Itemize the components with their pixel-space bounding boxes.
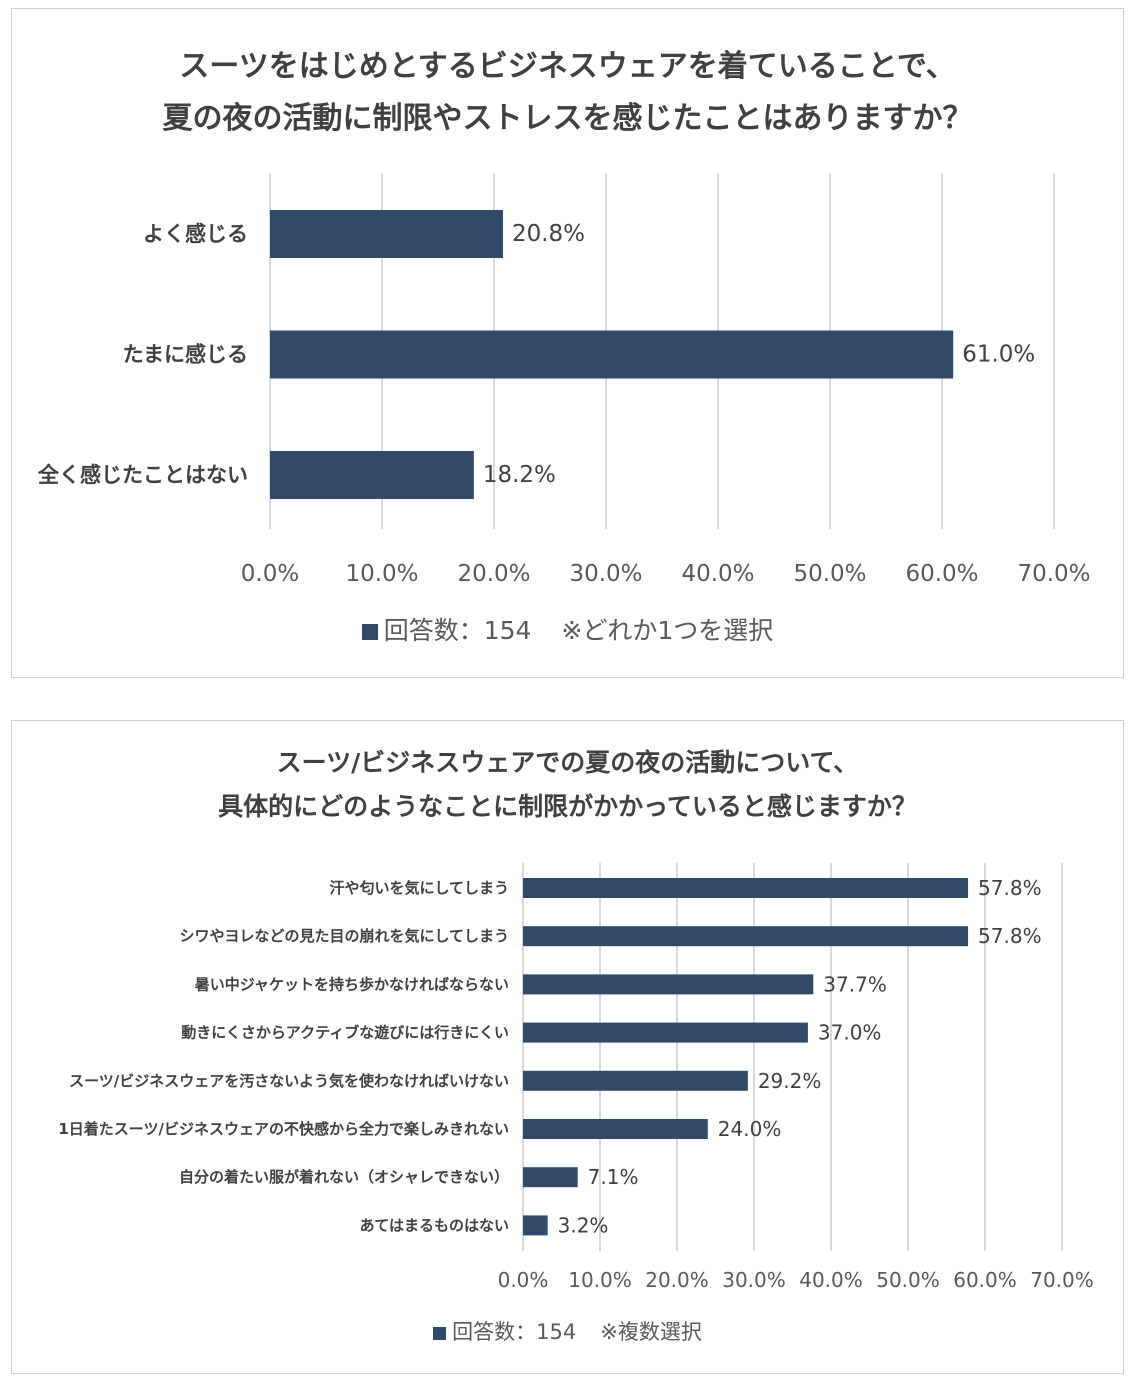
legend-swatch	[361, 624, 378, 640]
bar	[523, 878, 969, 898]
x-tick-label: 10.0%	[345, 561, 418, 587]
bar	[523, 1070, 748, 1091]
x-tick-label: 0.0%	[498, 1268, 549, 1292]
chart-title-line-1: スーツ/ビジネスウェアでの夏の夜の活動について、	[276, 748, 859, 777]
bar	[523, 1167, 578, 1188]
data-label: 57.8%	[978, 924, 1042, 948]
legend-swatch	[433, 1326, 447, 1340]
data-label: 61.0%	[962, 342, 1035, 368]
category-label: よく感じる	[143, 222, 248, 246]
data-label: 57.8%	[978, 876, 1042, 900]
chart-title: スーツ/ビジネスウェアでの夏の夜の活動について、 具体的にどのようなことに制限が…	[12, 741, 1123, 829]
data-label: 7.1%	[588, 1165, 639, 1189]
data-label: 3.2%	[558, 1213, 609, 1237]
x-tick-label: 40.0%	[681, 561, 754, 587]
chart-title: スーツをはじめとするビジネスウェアを着ていることで、 夏の夜の活動に制限やストレ…	[12, 41, 1123, 145]
bar	[523, 926, 969, 947]
bar	[270, 210, 503, 258]
legend-note: ※どれか1つを選択	[561, 616, 774, 645]
chart-panel-2: スーツ/ビジネスウェアでの夏の夜の活動について、 具体的にどのようなことに制限が…	[11, 720, 1124, 1374]
bar	[270, 330, 954, 379]
x-tick-label: 70.0%	[1017, 561, 1090, 587]
bar	[523, 1215, 548, 1236]
data-label: 29.2%	[758, 1069, 822, 1093]
x-tick-label: 50.0%	[793, 561, 866, 587]
bar-chart: 0.0% 10.0% 20.0% 30.0% 40.0% 50.0% 60.0% 70.0% よ…	[37, 173, 1091, 587]
category-label: 汗や匂いを気にしてしまう	[329, 879, 509, 897]
category-label: 自分の着たい服が着れない（オシャレできない）	[179, 1168, 509, 1186]
category-label: スーツ/ビジネスウェアを汚さないよう気を使わなければいけない	[69, 1072, 509, 1090]
legend-label: 回答数：154	[452, 1320, 577, 1344]
x-tick-label: 30.0%	[722, 1268, 786, 1292]
x-tick-label: 50.0%	[876, 1268, 940, 1292]
category-label: 暑い中ジャケットを持ち歩かなければならない	[195, 975, 509, 993]
data-label: 20.8%	[512, 221, 585, 247]
category-label: 1日着たスーツ/ビジネスウェアの不快感から全力で楽しみきれない	[58, 1120, 509, 1138]
x-tick-label: 70.0%	[1030, 1268, 1094, 1292]
category-label: シワやヨレなどの見た目の崩れを気にしてしまう	[179, 927, 509, 945]
bar-chart: 0.0% 10.0% 20.0% 30.0% 40.0% 50.0% 60.0% 70.0% 汗…	[58, 863, 1094, 1292]
x-tick-label: 60.0%	[905, 561, 978, 587]
chart-legend: 回答数：154 ※どれか1つを選択	[12, 611, 1123, 647]
x-tick-label: 20.0%	[457, 561, 530, 587]
x-tick-label: 30.0%	[569, 561, 642, 587]
data-label: 24.0%	[718, 1117, 782, 1141]
chart-title-line-2: 夏の夜の活動に制限やストレスを感じたことはありますか？	[162, 101, 973, 136]
data-label: 37.0%	[818, 1021, 882, 1045]
data-label: 18.2%	[483, 462, 556, 488]
chart-legend: 回答数：154 ※複数選択	[12, 1316, 1123, 1346]
x-tick-label: 40.0%	[799, 1268, 863, 1292]
x-tick-label: 60.0%	[953, 1268, 1017, 1292]
bar	[270, 451, 474, 499]
legend-note: ※複数選択	[600, 1320, 702, 1344]
x-tick-label: 20.0%	[645, 1268, 709, 1292]
bar	[523, 1022, 808, 1043]
category-label: 全く感じたことはない	[37, 463, 248, 487]
legend-label: 回答数：154	[383, 616, 532, 645]
category-label: たまに感じる	[123, 343, 248, 367]
data-label: 37.7%	[823, 972, 887, 996]
x-tick-label: 0.0%	[241, 561, 299, 587]
category-label: 動きにくさからアクティブな遊びには行きにくい	[181, 1024, 509, 1042]
bar	[523, 1119, 708, 1139]
bar	[523, 974, 814, 995]
x-tick-label: 10.0%	[568, 1268, 632, 1292]
chart-panel-1: スーツをはじめとするビジネスウェアを着ていることで、 夏の夜の活動に制限やストレ…	[11, 8, 1124, 678]
chart-title-line-2: 具体的にどのようなことに制限がかかっていると感じますか？	[218, 792, 917, 821]
chart-title-line-1: スーツをはじめとするビジネスウェアを着ていることで、	[179, 49, 956, 84]
category-label: あてはまるものはない	[360, 1216, 509, 1234]
